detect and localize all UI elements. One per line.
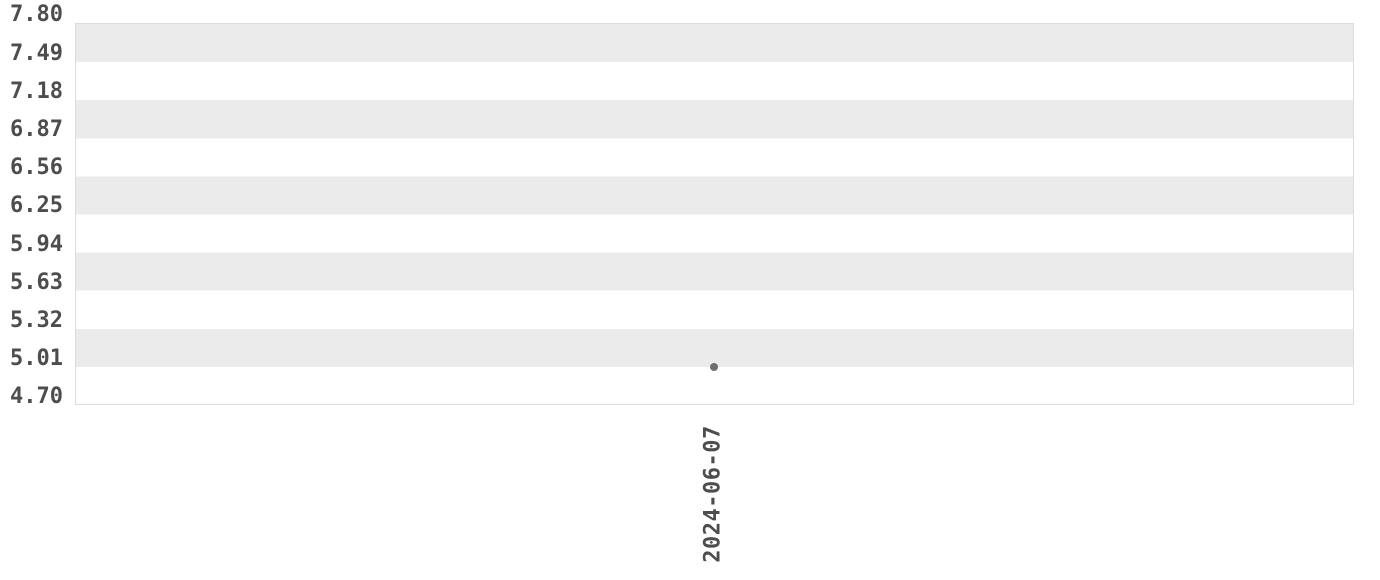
y-axis-tick-label: 6.87 [10, 117, 63, 142]
y-axis-tick-label: 5.32 [10, 308, 63, 333]
plot-area [75, 23, 1354, 405]
y-axis-tick-label: 7.49 [10, 41, 63, 66]
y-axis-tick-label: 4.70 [10, 384, 63, 409]
data-point [710, 363, 718, 371]
y-axis-tick-label: 7.18 [10, 79, 63, 104]
y-axis-tick-label: 5.63 [10, 270, 63, 295]
y-axis-tick-label: 6.56 [10, 155, 63, 180]
x-axis-tick-label: 2024-06-07 [700, 425, 726, 563]
y-axis-tick-label: 5.94 [10, 232, 63, 257]
y-axis-tick-label: 6.25 [10, 193, 63, 218]
y-axis-tick-label: 5.01 [10, 346, 63, 371]
y-axis-tick-label: 7.80 [10, 2, 63, 27]
